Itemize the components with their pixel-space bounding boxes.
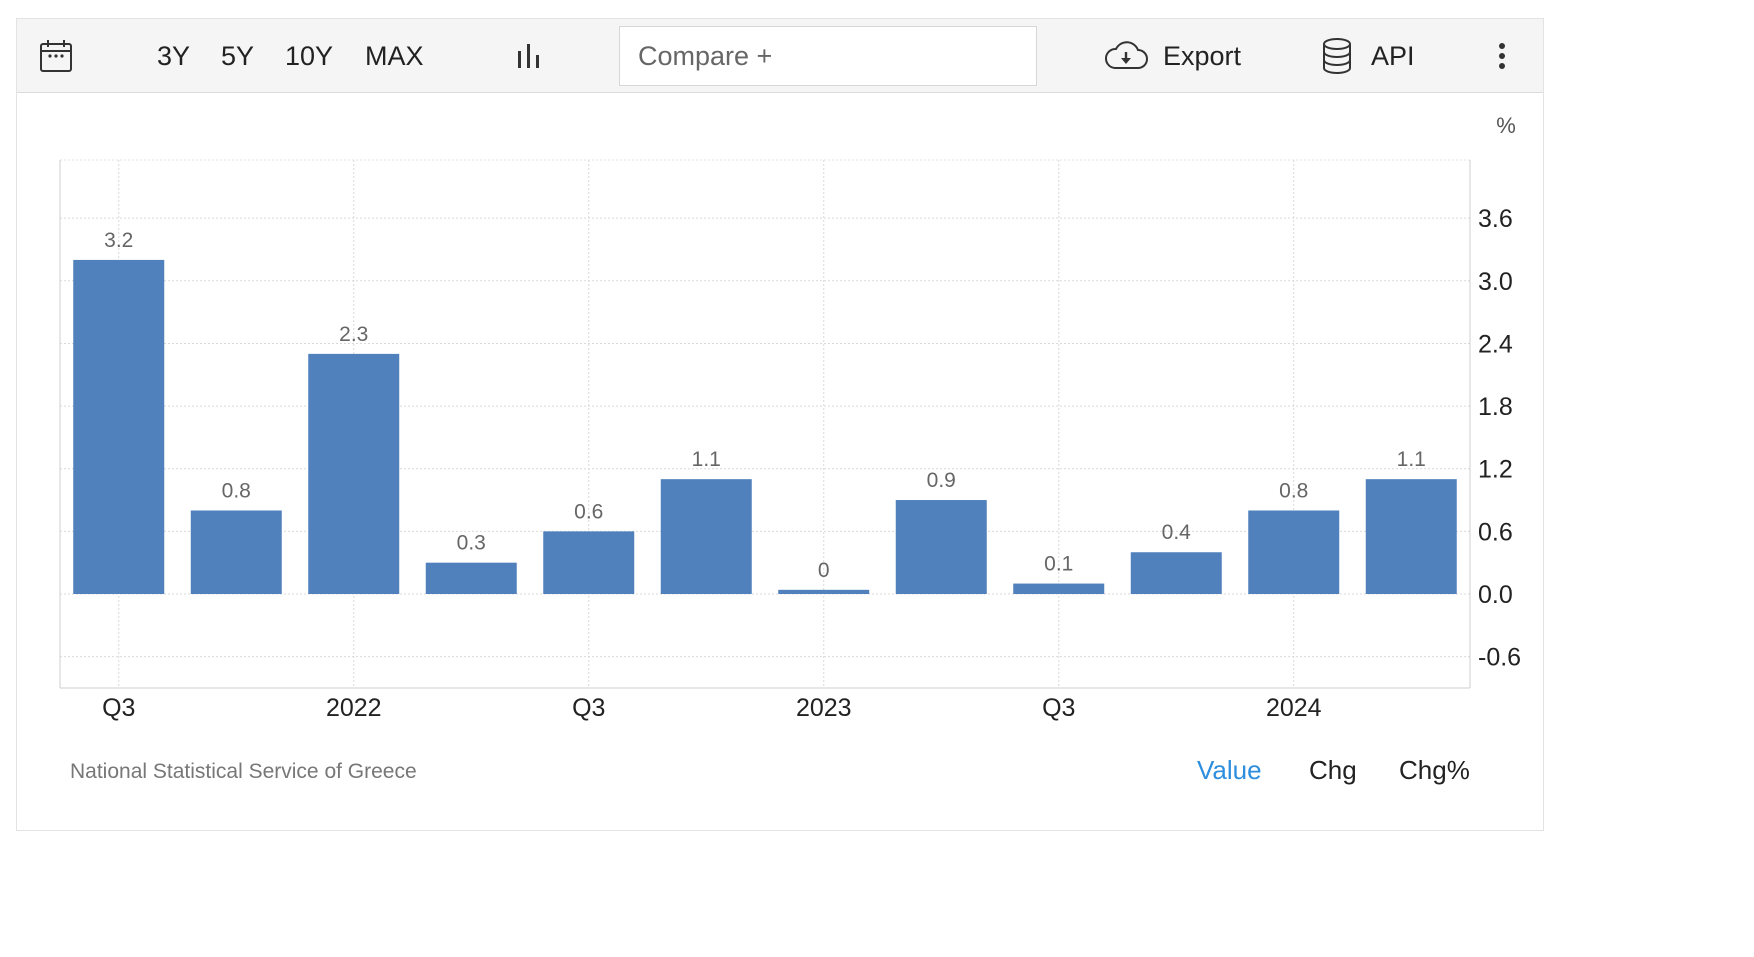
data-label: 0.9: [927, 469, 956, 492]
bar: [73, 259, 165, 594]
api-label: API: [1371, 40, 1415, 71]
y-tick-label: 3.6: [1478, 205, 1513, 233]
data-label: 0: [818, 559, 830, 582]
chart-widget: 3Y 5Y 10Y MAX Compare + Export: [16, 18, 1544, 831]
data-label: 1.1: [692, 448, 721, 471]
data-label: 0.3: [457, 532, 486, 555]
data-label: 0.8: [222, 479, 251, 502]
bar: [1248, 510, 1340, 594]
x-tick-label: Q3: [1042, 694, 1075, 722]
bar: [190, 510, 282, 594]
bar: [1365, 479, 1457, 594]
calendar-icon[interactable]: [39, 19, 73, 93]
bar: [1130, 552, 1222, 594]
x-tick-label: Q3: [102, 694, 135, 722]
bar: [308, 353, 400, 594]
range-3y-button[interactable]: 3Y: [157, 40, 191, 71]
y-tick-label: 1.8: [1478, 393, 1513, 421]
export-label: Export: [1163, 40, 1242, 71]
y-tick-label: -0.6: [1478, 644, 1521, 672]
x-tick-label: 2023: [796, 694, 852, 722]
source-label: National Statistical Service of Greece: [70, 760, 417, 783]
range-5y-button[interactable]: 5Y: [221, 40, 255, 71]
x-tick-label: Q3: [572, 694, 605, 722]
more-vertical-icon[interactable]: [1497, 19, 1507, 93]
data-label: 0.1: [1044, 553, 1073, 576]
bar: [660, 479, 752, 594]
range-max-button[interactable]: MAX: [365, 40, 424, 71]
data-label: 2.3: [339, 323, 368, 346]
bar: [543, 531, 635, 594]
y-tick-label: 1.2: [1478, 456, 1513, 484]
y-unit-label: %: [1496, 113, 1516, 138]
y-tick-label: 0.6: [1478, 518, 1513, 546]
data-label: 1.1: [1397, 448, 1426, 471]
cloud-download-icon: [1103, 41, 1149, 71]
data-label: 0.4: [1162, 521, 1192, 544]
range-10y-button[interactable]: 10Y: [285, 40, 334, 71]
data-label: 0.8: [1279, 479, 1308, 502]
chart-toolbar: 3Y 5Y 10Y MAX Compare + Export: [17, 19, 1543, 93]
bar: [778, 589, 870, 594]
data-label: 3.2: [104, 229, 133, 252]
export-button[interactable]: Export: [1103, 19, 1241, 93]
mode-value-button[interactable]: Value: [1197, 755, 1262, 785]
database-icon: [1321, 37, 1353, 75]
y-tick-label: 3.0: [1478, 268, 1513, 296]
y-tick-label: 2.4: [1478, 330, 1513, 358]
api-button[interactable]: API: [1321, 19, 1415, 93]
bar: [425, 562, 517, 594]
compare-input[interactable]: Compare +: [619, 26, 1037, 86]
x-tick-label: 2022: [326, 694, 382, 722]
y-tick-label: 0.0: [1478, 581, 1513, 609]
bar: [1013, 583, 1105, 594]
bar: [895, 500, 987, 594]
data-label: 0.6: [574, 500, 603, 523]
bar-chart-icon[interactable]: [515, 19, 543, 93]
x-tick-label: 2024: [1266, 694, 1322, 722]
mode-chg-button[interactable]: Chg: [1309, 755, 1357, 785]
mode-chg-pct-button[interactable]: Chg%: [1399, 755, 1470, 785]
